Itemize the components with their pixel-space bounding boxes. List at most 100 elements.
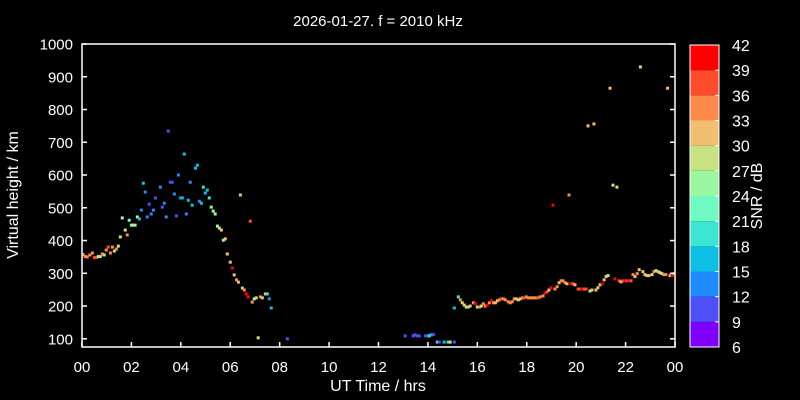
colorbar-tick-label: 21: [732, 214, 750, 231]
data-point: [458, 298, 462, 302]
y-tick-label: 300: [48, 266, 73, 283]
data-point: [149, 212, 153, 216]
data-point: [162, 201, 166, 205]
data-point: [468, 304, 472, 308]
data-point: [462, 303, 466, 307]
data-point: [244, 292, 248, 296]
data-point: [481, 302, 485, 306]
colorbar-tick-label: 39: [732, 63, 750, 80]
data-point: [571, 282, 575, 286]
data-point: [96, 255, 100, 259]
data-point: [608, 86, 612, 90]
data-point: [656, 270, 660, 274]
data-point: [456, 295, 460, 299]
y-tick-label: 200: [48, 299, 73, 316]
x-tick-label: 00: [667, 359, 684, 376]
data-point: [199, 201, 203, 205]
data-point: [536, 296, 540, 300]
data-point: [563, 281, 567, 285]
data-point: [499, 297, 503, 301]
data-point: [483, 304, 487, 308]
data-point: [576, 287, 580, 291]
x-tick-label: 08: [271, 359, 288, 376]
data-point: [452, 340, 456, 344]
data-point: [590, 288, 594, 292]
data-point: [619, 280, 623, 284]
data-point: [213, 212, 217, 216]
data-point: [190, 203, 194, 207]
data-point: [225, 252, 229, 256]
data-point: [263, 292, 267, 296]
data-point: [625, 279, 629, 283]
data-point: [654, 269, 658, 273]
colorbar-bin: [690, 221, 719, 247]
data-point: [578, 287, 582, 291]
colorbar-bin: [690, 45, 719, 71]
data-point: [207, 196, 211, 200]
y-tick-label: 100: [48, 331, 73, 348]
data-point: [403, 334, 407, 338]
data-point: [116, 244, 120, 248]
data-point: [236, 280, 240, 284]
data-points: [81, 65, 676, 344]
colorbar-tick-label: 36: [732, 88, 750, 105]
data-point: [125, 233, 129, 237]
data-point: [559, 279, 563, 283]
colorbar-tick-label: 9: [732, 315, 741, 332]
data-point: [668, 274, 672, 278]
data-point: [487, 301, 491, 305]
colorbar-bin: [690, 271, 719, 297]
data-point: [197, 199, 201, 203]
data-point: [110, 245, 114, 249]
data-point: [551, 203, 555, 207]
y-tick-label: 1000: [40, 37, 73, 54]
data-point: [248, 219, 252, 223]
data-point: [417, 334, 421, 338]
data-point: [604, 275, 608, 279]
data-point: [106, 245, 110, 249]
data-point: [209, 205, 213, 209]
data-point: [485, 303, 489, 307]
data-point: [81, 253, 85, 257]
data-point: [543, 291, 547, 295]
data-point: [413, 333, 417, 337]
data-point: [553, 287, 557, 291]
data-point: [203, 191, 207, 195]
data-point: [230, 266, 234, 270]
data-point: [108, 251, 112, 255]
colorbar-bin: [690, 70, 719, 96]
data-point: [477, 305, 481, 309]
data-point: [228, 260, 232, 264]
data-point: [582, 287, 586, 291]
data-point: [127, 218, 131, 222]
data-point: [615, 185, 619, 189]
data-point: [594, 288, 598, 292]
data-point: [645, 274, 649, 278]
colorbar-tick-label: 24: [732, 189, 750, 206]
data-point: [211, 209, 215, 213]
x-tick-label: 18: [518, 359, 535, 376]
data-point: [479, 304, 483, 308]
x-axis: 00 02 04 06 08 10 12 14 16 18 20 22 00: [74, 342, 684, 376]
colorbar-bin: [690, 145, 719, 171]
data-point: [621, 279, 625, 283]
x-tick-label: 20: [568, 359, 585, 376]
colorbar-bin: [690, 321, 719, 347]
data-point: [252, 297, 256, 301]
y-tick-label: 700: [48, 135, 73, 152]
data-point: [83, 255, 87, 259]
data-point: [635, 272, 639, 276]
data-point: [431, 333, 435, 337]
data-point: [514, 297, 518, 301]
data-point: [602, 278, 606, 282]
data-point: [442, 340, 446, 344]
data-point: [232, 273, 236, 277]
data-point: [516, 298, 520, 302]
data-point: [238, 193, 242, 197]
colorbar-tick-label: 18: [732, 239, 750, 256]
data-point: [223, 237, 227, 241]
data-point: [131, 223, 135, 227]
data-point: [658, 271, 662, 275]
x-tick-label: 14: [420, 359, 437, 376]
